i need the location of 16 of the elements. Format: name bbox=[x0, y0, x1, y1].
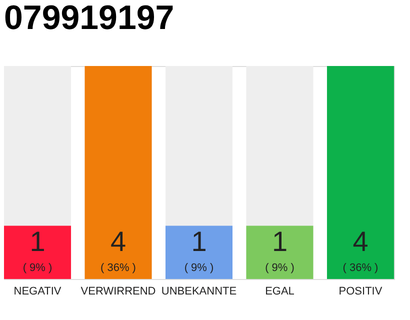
annotation: ( 9% ) bbox=[184, 262, 214, 274]
annotation: ( 36% ) bbox=[100, 262, 136, 274]
x-tick-label: UNBEKANNTE bbox=[161, 286, 237, 298]
x-tick-label: VERWIRREND bbox=[80, 286, 156, 298]
data-label: 4 bbox=[352, 226, 368, 257]
data-label: 1 bbox=[191, 226, 207, 257]
annotation: ( 36% ) bbox=[342, 262, 378, 274]
x-tick-label: EGAL bbox=[265, 286, 294, 298]
annotation: ( 9% ) bbox=[265, 262, 294, 274]
x-tick-label: POSITIV bbox=[338, 286, 383, 298]
annotation: ( 9% ) bbox=[22, 262, 52, 274]
data-label: 1 bbox=[30, 226, 46, 257]
chart-title: 079919197 bbox=[4, 0, 174, 37]
x-tick-label: NEGATIV bbox=[14, 286, 62, 298]
data-label: 1 bbox=[272, 226, 288, 257]
data-label: 4 bbox=[110, 226, 126, 257]
